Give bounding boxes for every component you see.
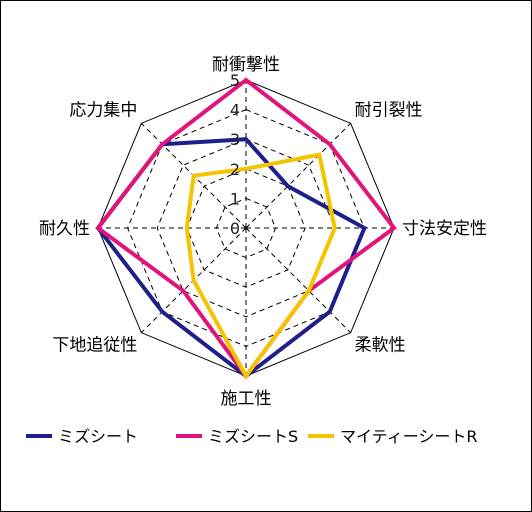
axis-label: 施工性 [221,389,272,409]
grid-ring-2 [186,168,306,288]
radar-tick-labels: 0 1 2 3 4 5 [230,71,240,238]
axis-label: 下地追従性 [52,336,137,356]
axis-label: 耐衝撃性 [212,55,280,75]
radar-series [95,77,397,380]
axis-label: 耐引裂性 [355,100,423,120]
radar-grid [97,79,395,377]
tick-label: 0 [230,219,240,238]
grid-spoke [245,122,352,229]
grid-ring-3 [156,138,336,318]
tick-label: 3 [230,130,240,149]
axis-label: 応力集中 [69,100,137,120]
chart-legend: ミズシート ミズシートS マイティーシートR [26,427,478,446]
tick-label: 2 [230,160,240,179]
axis-label: 寸法安定性 [402,219,487,239]
grid-spoke [245,227,352,334]
legend-label: マイティーシートR [340,427,478,446]
tick-label: 1 [230,189,240,208]
axis-label: 柔軟性 [355,336,406,356]
legend-label: ミズシート [58,427,138,446]
legend-label: ミズシートS [208,427,298,446]
tick-label: 5 [230,71,240,90]
series-line-2 [184,152,337,380]
axis-label: 耐久性 [39,219,90,239]
tick-label: 4 [230,101,240,120]
